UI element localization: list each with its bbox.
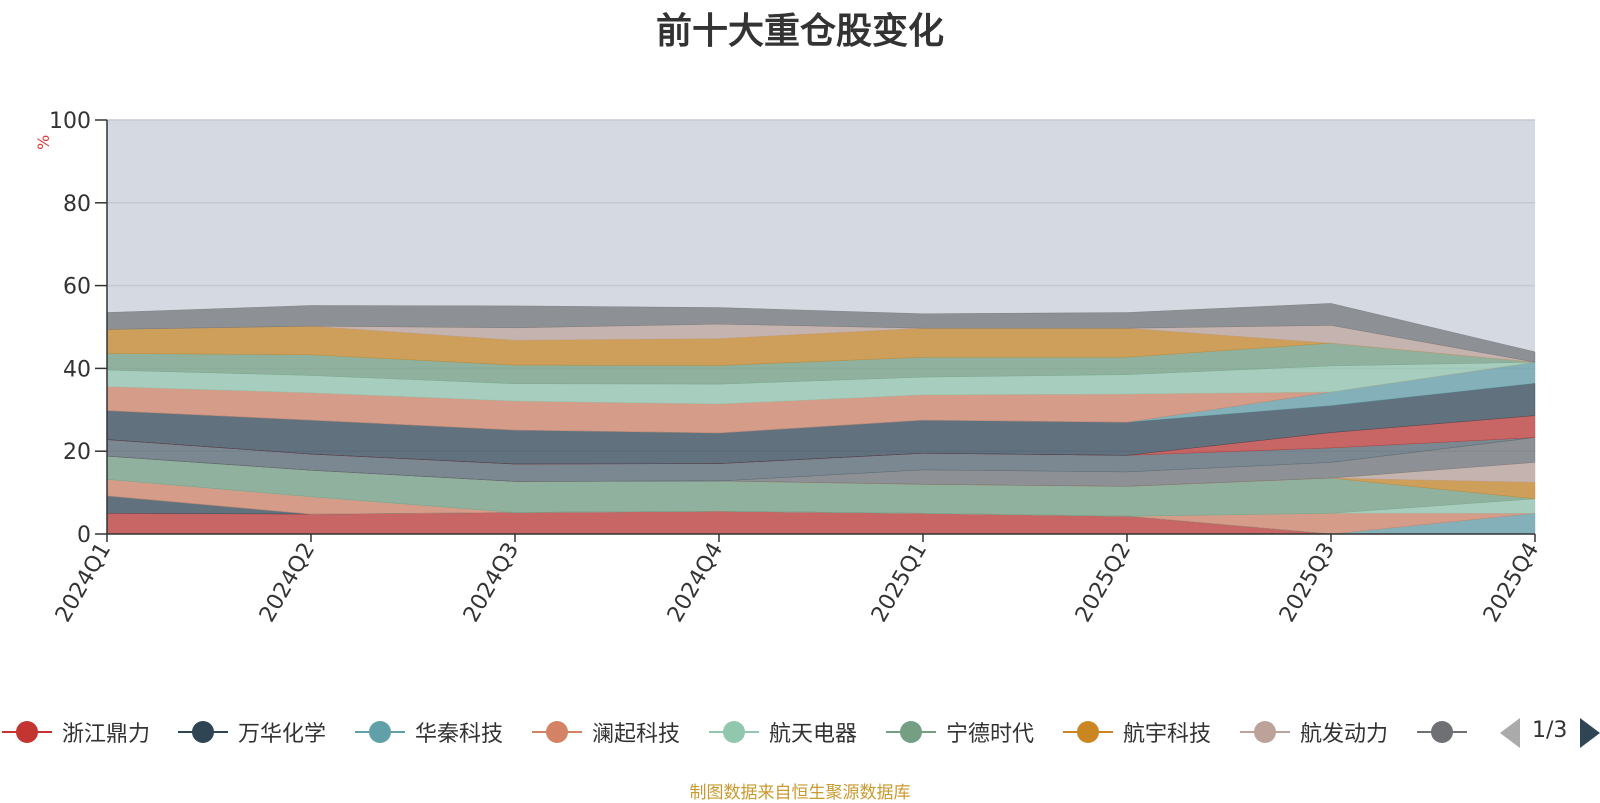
legend-item[interactable]: 航宇科技 [1063,712,1211,752]
x-tick-label: 2025Q1 [867,539,932,627]
legend-item[interactable]: 华秦科技 [355,712,503,752]
area-series [106,303,1536,363]
legend-item[interactable]: 万华化学 [178,712,326,752]
y-tick-label: 60 [63,275,91,300]
legend-marker-icon [178,720,228,744]
legend-marker-icon [355,720,405,744]
legend-label: 浙江鼎力 [62,722,151,747]
y-tick-label: 80 [63,192,91,217]
legend-marker-icon [2,720,52,744]
legend-pager: 1/3 [1500,716,1600,750]
legend-item[interactable]: 航天电器 [709,712,857,752]
x-tick-label: 2025Q4 [1479,539,1544,627]
chart-title: 前十大重仓股变化 [655,11,944,52]
legend-next-page-icon[interactable] [1580,718,1600,748]
y-tick-label: 20 [63,440,91,465]
legend-item[interactable]: 航发动力 [1240,712,1388,752]
legend-marker-icon [886,720,936,744]
legend: 浙江鼎力 万华化学 华秦科技 澜起科技 航天电器 宁德时代 航宇科技 航发动力 [0,712,1600,752]
legend-label: 航天电器 [769,722,858,747]
legend-prev-page-icon[interactable] [1500,718,1520,748]
legend-item[interactable]: 宁德时代 [886,712,1034,752]
legend-item[interactable]: 浙江鼎力 [2,712,150,752]
legend-marker-icon [1063,720,1113,744]
x-tick-label: 2024Q3 [459,539,524,627]
x-tick-label: 2024Q1 [51,539,116,627]
y-tick-label: 100 [49,109,91,134]
y-tick-label: 0 [77,523,91,548]
x-tick-label: 2024Q2 [255,539,320,627]
legend-item[interactable]: 澜起科技 [532,712,680,752]
y-axis-unit: % [34,134,53,150]
area-chart: 0 20 40 60 80 100 2024Q1 2024Q2 2024Q3 2024Q4 2025… [49,109,1544,627]
legend-marker-icon [1240,720,1290,744]
legend-marker-icon [709,720,759,744]
legend-marker-icon [1417,720,1467,744]
legend-marker-icon [532,720,582,744]
legend-label: 华秦科技 [415,722,504,747]
data-source-note: 制图数据来自恒生聚源数据库 [689,783,911,803]
x-tick-label: 2025Q2 [1071,539,1136,627]
legend-page-indicator: 1/3 [1532,718,1568,743]
legend-label: 航宇科技 [1123,722,1212,747]
x-tick-label: 2024Q4 [663,539,728,627]
legend-label: 万华化学 [238,722,327,747]
legend-label: 航发动力 [1300,722,1389,747]
legend-label: 澜起科技 [592,722,681,747]
y-tick-label: 40 [63,357,91,382]
legend-label: 宁德时代 [946,722,1035,747]
x-tick-label: 2025Q3 [1275,539,1340,627]
legend-item[interactable] [1417,712,1477,752]
